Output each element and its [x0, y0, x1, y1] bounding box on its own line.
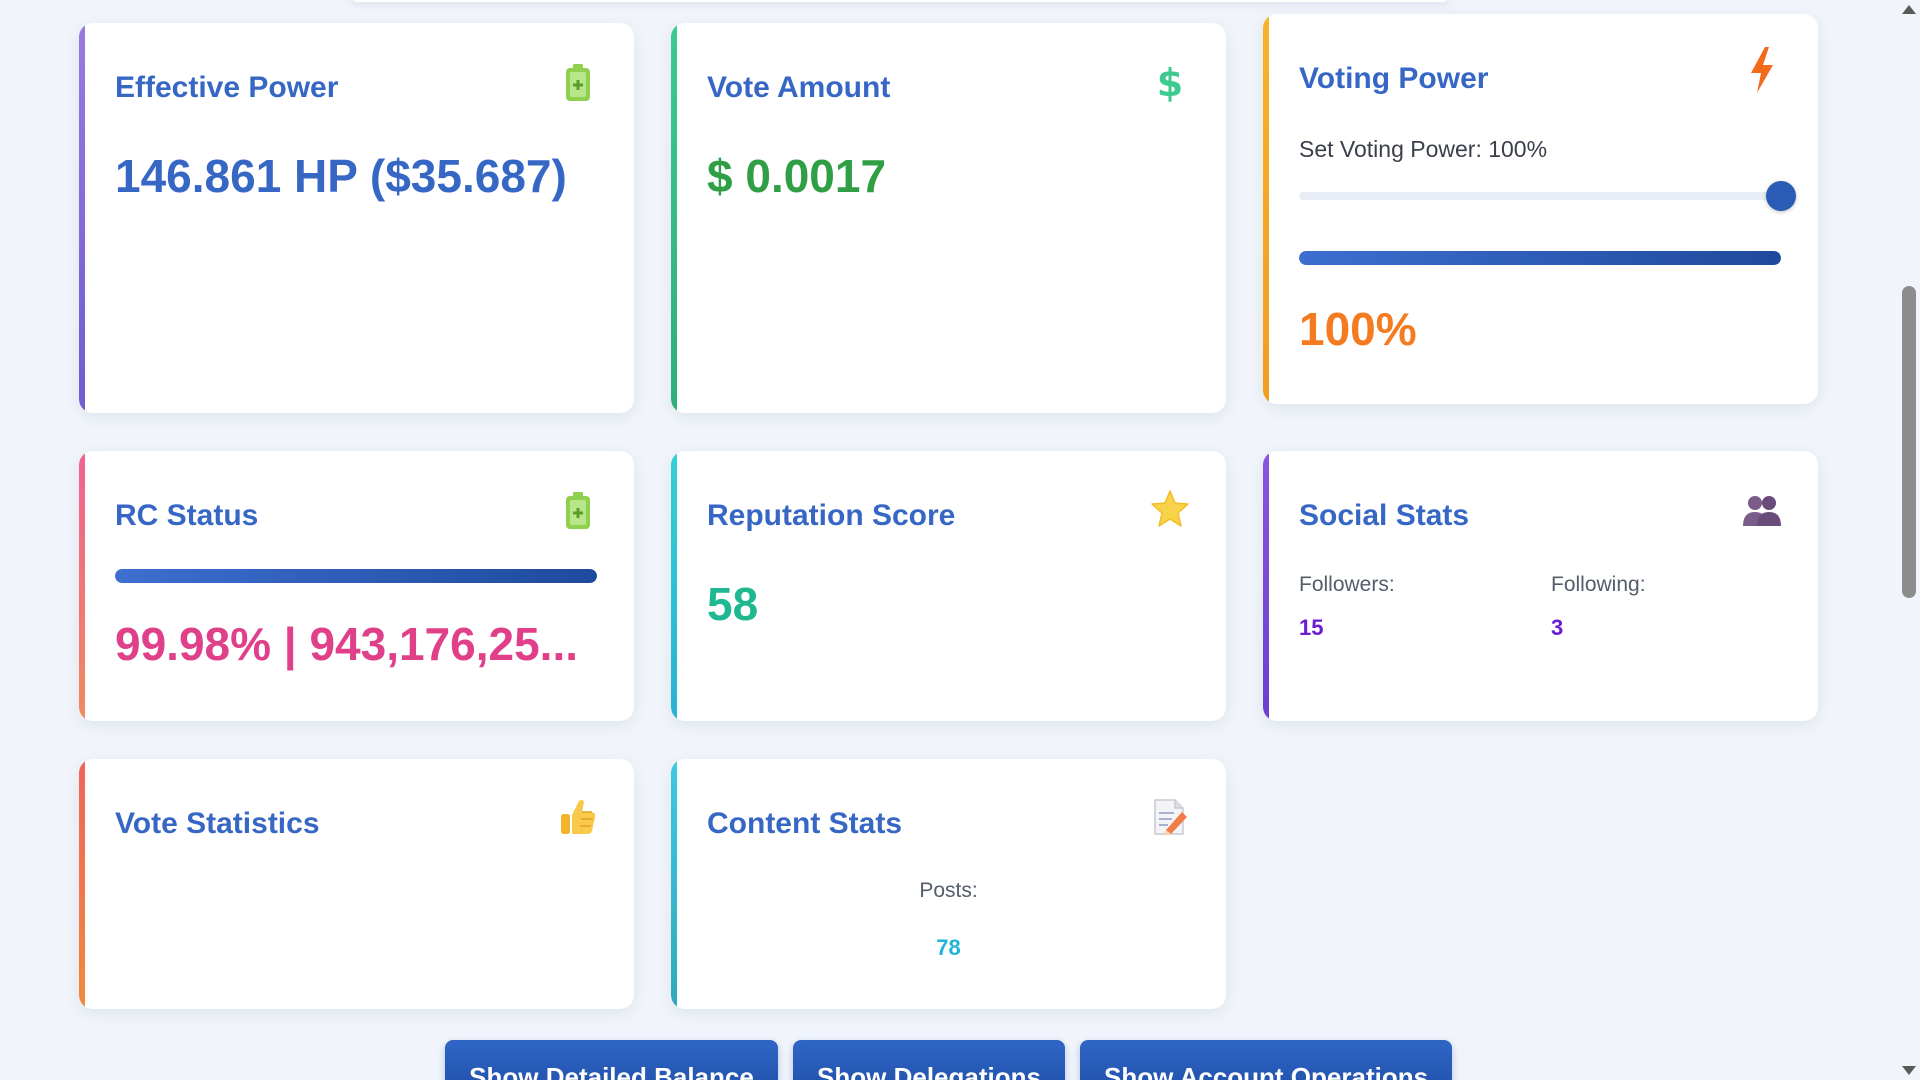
battery-icon	[558, 63, 598, 103]
voting-power-value: 100%	[1299, 303, 1417, 355]
card-title: Effective Power	[115, 71, 339, 104]
dollar-icon: $	[1150, 63, 1190, 103]
effective-power-card: Effective Power 146.861 HP ($35.687)	[79, 23, 634, 413]
card-title: Social Stats	[1299, 499, 1470, 532]
svg-text:$: $	[1157, 63, 1183, 103]
star-icon	[1150, 489, 1190, 529]
rc-status-value: 99.98% | 943,176,25...	[115, 618, 579, 670]
card-title: Vote Amount	[707, 71, 891, 104]
posts-label: Posts:	[919, 879, 978, 902]
show-detailed-balance-button[interactable]: Show Detailed Balance	[445, 1040, 778, 1080]
social-stats-card: Social Stats Followers: 15 Following: 3	[1263, 451, 1818, 721]
previous-section-edge	[350, 0, 1450, 2]
rc-progress-bar	[115, 569, 597, 583]
effective-power-value: 146.861 HP ($35.687)	[115, 150, 567, 202]
card-title: Voting Power	[1299, 62, 1489, 95]
scroll-down-arrow-icon[interactable]	[1902, 1066, 1916, 1075]
people-icon	[1742, 491, 1782, 531]
card-title: Content Stats	[707, 807, 902, 840]
content-stats-card: Content Stats Posts: 78	[671, 759, 1226, 1009]
followers-label: Followers:	[1299, 573, 1395, 596]
rc-status-card: RC Status 99.98% | 943,176,25...	[79, 451, 634, 721]
voting-power-slider[interactable]	[1299, 181, 1796, 211]
reputation-card: Reputation Score 58	[671, 451, 1226, 721]
followers-value: 15	[1299, 615, 1324, 640]
vote-statistics-card: Vote Statistics	[79, 759, 634, 1009]
card-title: Vote Statistics	[115, 807, 320, 840]
posts-value: 78	[936, 935, 961, 960]
battery-icon	[558, 491, 598, 531]
card-title: RC Status	[115, 499, 259, 532]
reputation-value: 58	[707, 578, 759, 630]
voting-power-slider-label: Set Voting Power: 100%	[1299, 136, 1548, 162]
following-value: 3	[1551, 615, 1564, 640]
show-account-operations-button[interactable]: Show Account Operations	[1080, 1040, 1452, 1080]
following-label: Following:	[1551, 573, 1646, 596]
voting-power-progress-fill	[1299, 251, 1781, 265]
lightning-icon	[1742, 47, 1782, 93]
card-title: Reputation Score	[707, 499, 956, 532]
voting-power-card: Voting Power Set Voting Power: 100% 100%	[1263, 14, 1818, 404]
show-delegations-button[interactable]: Show Delegations	[793, 1040, 1065, 1080]
voting-power-slider-thumb[interactable]	[1766, 181, 1796, 211]
thumbs-up-icon	[558, 797, 598, 837]
page-scrollbar[interactable]	[1898, 0, 1920, 1080]
vote-amount-card: Vote Amount $ $ 0.0017	[671, 23, 1226, 413]
voting-power-progress-bar	[1299, 251, 1781, 265]
memo-icon	[1150, 797, 1190, 837]
scroll-thumb[interactable]	[1902, 286, 1916, 598]
vote-amount-value: $ 0.0017	[707, 150, 887, 202]
rc-progress-fill	[115, 569, 597, 583]
scroll-up-arrow-icon[interactable]	[1902, 5, 1916, 14]
